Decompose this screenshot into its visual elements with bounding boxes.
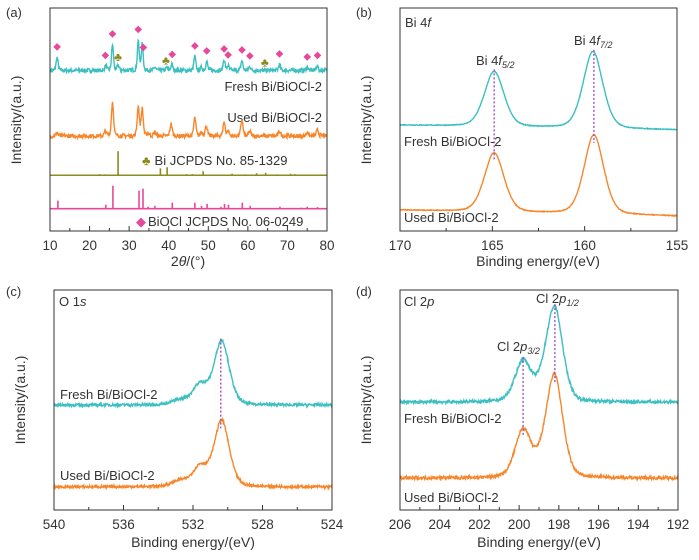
- plot-area: [53, 338, 333, 491]
- peak-label: Cl 2p3/2: [497, 339, 540, 356]
- bi-marker-icon: ♣: [114, 50, 122, 64]
- biocl-marker-icon: ◆: [314, 50, 322, 61]
- x-tick-label: 532: [182, 517, 205, 532]
- x-tick-label: 192: [667, 517, 690, 532]
- biocl-marker-icon: ◆: [203, 45, 211, 56]
- plot-area: [399, 304, 679, 483]
- biocl-marker-icon: ◆: [220, 43, 228, 54]
- biocl-marker-icon: ◆: [224, 49, 232, 60]
- y-axis-label: Intensity/(a.u.): [12, 356, 28, 445]
- x-tick-label: 206: [389, 517, 412, 532]
- y-axis-label: Intensity/(a.u.): [358, 356, 374, 445]
- x-axis-label: Binding energy/(eV): [477, 534, 601, 550]
- series-line-fresh: [49, 38, 328, 75]
- legend-used: Used Bi/BiOCl-2: [404, 490, 499, 505]
- x-tick-label: 528: [251, 517, 274, 532]
- panel-d: (d) Cl 2p Cl 2p3/2 Cl 2p1/2 Fresh Bi/BiO…: [356, 284, 601, 550]
- x-tick-label: 536: [112, 517, 135, 532]
- panel-b: (b) Bi 4f Bi 4f5/2 Bi 4f7/2 Fresh Bi/BiO…: [356, 5, 613, 269]
- x-tick-label: 60: [240, 238, 255, 253]
- panel-title: Cl 2p: [404, 294, 434, 309]
- biocl-marker-icon: ◆: [109, 28, 117, 39]
- x-tick-label: 80: [319, 238, 334, 253]
- series-line-used: [399, 134, 678, 218]
- x-tick-label: 165: [481, 238, 504, 253]
- x-tick-label: 40: [161, 238, 176, 253]
- x-axis-label: Binding energy/(eV): [476, 253, 600, 269]
- legend-used: Used Bi/BiOCl-2: [227, 110, 322, 125]
- biocl-marker-icon: ◆: [140, 42, 148, 53]
- x-tick-label: 10: [42, 238, 57, 253]
- panel-c: (c) O 1s Fresh Bi/BiOCl-2 Used Bi/BiOCl-…: [6, 284, 255, 550]
- panel-a: (a) Fresh Bi/BiOCl-2 Used Bi/BiOCl-2 ♣ Bi…: [6, 5, 322, 269]
- legend-bi-ref: ♣ Bi JCPDS No. 85-1329: [142, 153, 287, 168]
- peak-label: Bi 4f7/2: [574, 33, 613, 50]
- biocl-marker-icon: ◆: [53, 41, 61, 52]
- x-tick-label: 160: [573, 238, 596, 253]
- legend-used: Used Bi/BiOCl-2: [60, 468, 155, 483]
- panel-label: (c): [6, 284, 21, 299]
- legend-fresh: Fresh Bi/BiOCl-2: [60, 387, 158, 402]
- legend-fresh: Fresh Bi/BiOCl-2: [404, 411, 502, 426]
- x-tick-label: 30: [122, 238, 137, 253]
- series-line-used: [53, 416, 333, 491]
- peak-label: Bi 4f5/2: [476, 53, 515, 70]
- x-tick-label: 196: [587, 517, 610, 532]
- bi-marker-icon: ♣: [142, 153, 151, 168]
- legend-used: Used Bi/BiOCl-2: [404, 210, 499, 225]
- x-tick-label: 540: [43, 517, 66, 532]
- y-axis-label: Intensity/(a.u.): [358, 76, 374, 165]
- biocl-marker-icon: ◆: [303, 51, 311, 62]
- x-tick-label: 524: [321, 517, 344, 532]
- legend-fresh: Fresh Bi/BiOCl-2: [224, 79, 322, 94]
- biocl-marker-icon: ◆: [191, 40, 199, 51]
- series-line-fresh: [399, 50, 678, 131]
- panel-title: Bi 4f: [405, 15, 432, 30]
- series-line-fresh: [399, 304, 679, 406]
- x-tick-label: 155: [666, 238, 689, 253]
- panel-title: O 1s: [59, 294, 87, 309]
- axes-frame: [399, 7, 678, 232]
- plot-area: [399, 49, 678, 218]
- biocl-marker-icon: ◆: [238, 44, 246, 55]
- legend-fresh: Fresh Bi/BiOCl-2: [404, 134, 502, 149]
- panel-label: (d): [356, 284, 372, 299]
- series-line-used: [49, 101, 328, 141]
- bi-marker-icon: ♣: [261, 55, 269, 69]
- legend-bi-ref-text: Bi JCPDS No. 85-1329: [155, 153, 288, 168]
- series-line-fresh: [53, 338, 333, 409]
- x-tick-label: 200: [508, 517, 531, 532]
- x-tick-label: 20: [82, 238, 97, 253]
- biocl-marker-icon: ◆: [134, 24, 142, 35]
- bi-marker-icon: ♣: [162, 53, 170, 67]
- x-tick-label: 170: [389, 238, 412, 253]
- panel-label: (b): [356, 5, 372, 20]
- x-tick-label: 202: [468, 517, 491, 532]
- legend-biocl-ref-text: BiOCl JCPDS No. 06-0249: [148, 214, 303, 229]
- x-axis-label: Binding energy/(eV): [131, 534, 255, 550]
- x-tick-label: 198: [548, 517, 571, 532]
- biocl-marker-icon: ◆: [168, 49, 176, 60]
- x-axis-label: 2θ/(°): [171, 253, 205, 269]
- panel-label: (a): [6, 5, 22, 20]
- x-tick-label: 204: [428, 517, 451, 532]
- biocl-marker-icon: ◆: [246, 50, 254, 61]
- y-axis-label: Intensity/(a.u.): [8, 76, 24, 165]
- x-tick-label: 70: [280, 238, 295, 253]
- biocl-marker-icon: ◆: [276, 48, 284, 59]
- plot-area: ◆◆◆ ◆◆◆◆ ◆ ◆◆ ◆◆ ◆ ◆ ◆♣ ♣ ♣: [49, 24, 328, 210]
- x-tick-label: 194: [627, 517, 650, 532]
- biocl-marker-icon: ◆: [102, 50, 110, 61]
- biocl-marker-icon: ◆: [136, 214, 146, 229]
- series-line-used: [399, 370, 679, 483]
- legend-biocl-ref: ◆ BiOCl JCPDS No. 06-0249: [136, 214, 303, 229]
- x-tick-label: 50: [201, 238, 216, 253]
- peak-label: Cl 2p1/2: [536, 291, 579, 308]
